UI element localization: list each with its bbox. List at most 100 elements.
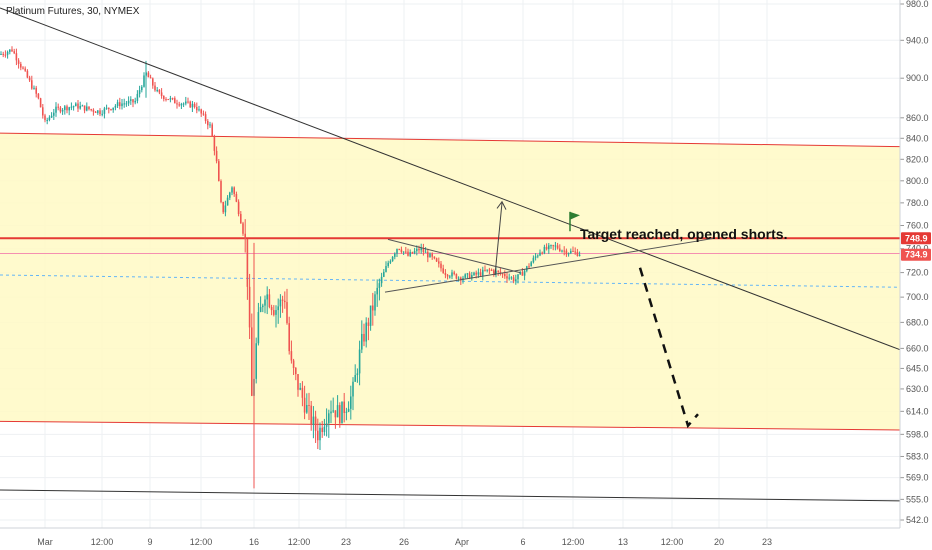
candle (554, 241, 557, 251)
candle-body (574, 251, 576, 253)
candle (442, 264, 444, 274)
candle (246, 239, 249, 300)
candle (207, 119, 209, 130)
candle (372, 292, 374, 326)
candle-body (15, 53, 18, 61)
candle-body (339, 405, 341, 424)
candle-body (185, 101, 187, 104)
candle (262, 303, 264, 313)
candle-body (31, 80, 33, 89)
candle-body (451, 272, 453, 277)
candle-body (24, 68, 26, 71)
candle-body (174, 98, 176, 104)
candle-body (517, 274, 519, 280)
candle (6, 50, 9, 59)
candle (68, 106, 70, 116)
candle (444, 269, 447, 279)
candle (383, 269, 385, 278)
candle (543, 244, 546, 255)
candle-body (277, 306, 279, 311)
candle (460, 276, 462, 285)
candle (409, 249, 411, 258)
candle-body (158, 89, 161, 93)
candle (169, 95, 172, 103)
y-tick-label: 980.0 (906, 0, 929, 9)
triangle-upper-line (387, 238, 521, 274)
candle-body (61, 109, 64, 112)
candle (350, 385, 352, 420)
candle-body (114, 105, 117, 108)
candle-body (455, 273, 458, 279)
candle-body (350, 396, 352, 409)
candle (427, 248, 429, 263)
y-tick-label: 660.0 (906, 343, 929, 353)
candle-body (537, 255, 539, 257)
candle-body (321, 427, 323, 433)
candle (130, 96, 132, 105)
candle (180, 102, 183, 110)
candle (105, 104, 108, 110)
candle (191, 100, 194, 113)
candle (57, 103, 59, 111)
channel-top-line (0, 132, 901, 148)
candle (374, 291, 376, 316)
candle (46, 117, 48, 125)
candle-body (420, 248, 422, 251)
candle-body (279, 299, 282, 307)
candle-body (303, 397, 306, 413)
candle (488, 267, 491, 275)
candle-body (554, 245, 557, 247)
candle-body (453, 272, 455, 274)
candle (59, 106, 62, 114)
candle (233, 186, 235, 197)
candle-body (83, 105, 86, 111)
candle-body (565, 250, 568, 255)
candle-body (389, 261, 392, 263)
candle-body (301, 387, 304, 398)
candle (61, 108, 64, 115)
y-tick-label: 780.0 (906, 198, 929, 208)
candle (240, 211, 242, 224)
candle-body (332, 410, 334, 412)
candle-body (39, 98, 42, 108)
candle (563, 246, 565, 256)
x-tick-label: 12:00 (91, 537, 114, 547)
candle-body (510, 277, 513, 279)
candle (259, 296, 262, 313)
candle-body (233, 187, 235, 195)
y-tick-label: 630.0 (906, 384, 929, 394)
y-tick-label: 645.0 (906, 363, 929, 373)
candle-body (446, 274, 449, 277)
candle-body (229, 192, 231, 198)
candle-body (270, 307, 273, 311)
target-arrow-line (494, 202, 503, 276)
candle (222, 201, 224, 214)
candle-body (534, 256, 537, 258)
candle-body (358, 349, 361, 374)
candle-body (442, 268, 444, 274)
candle (292, 358, 295, 375)
candle (365, 317, 367, 348)
x-tick-label: 20 (714, 537, 724, 547)
candle (345, 407, 348, 421)
candle-body (424, 251, 427, 253)
candle-body (391, 256, 394, 262)
candle-body (312, 416, 315, 425)
candle (449, 274, 451, 279)
candle-body (79, 105, 81, 109)
candle (149, 74, 152, 79)
candle-body (57, 106, 59, 108)
candle-body (493, 270, 495, 274)
candle-body (330, 411, 332, 414)
candle-body (163, 95, 165, 100)
candle-body (143, 75, 145, 87)
candle (299, 383, 301, 391)
candle-body (576, 251, 579, 256)
candle (567, 252, 570, 257)
candle-body (308, 405, 310, 407)
x-tick-label: 12:00 (288, 537, 311, 547)
candle-body (548, 245, 550, 250)
candle (561, 249, 563, 253)
